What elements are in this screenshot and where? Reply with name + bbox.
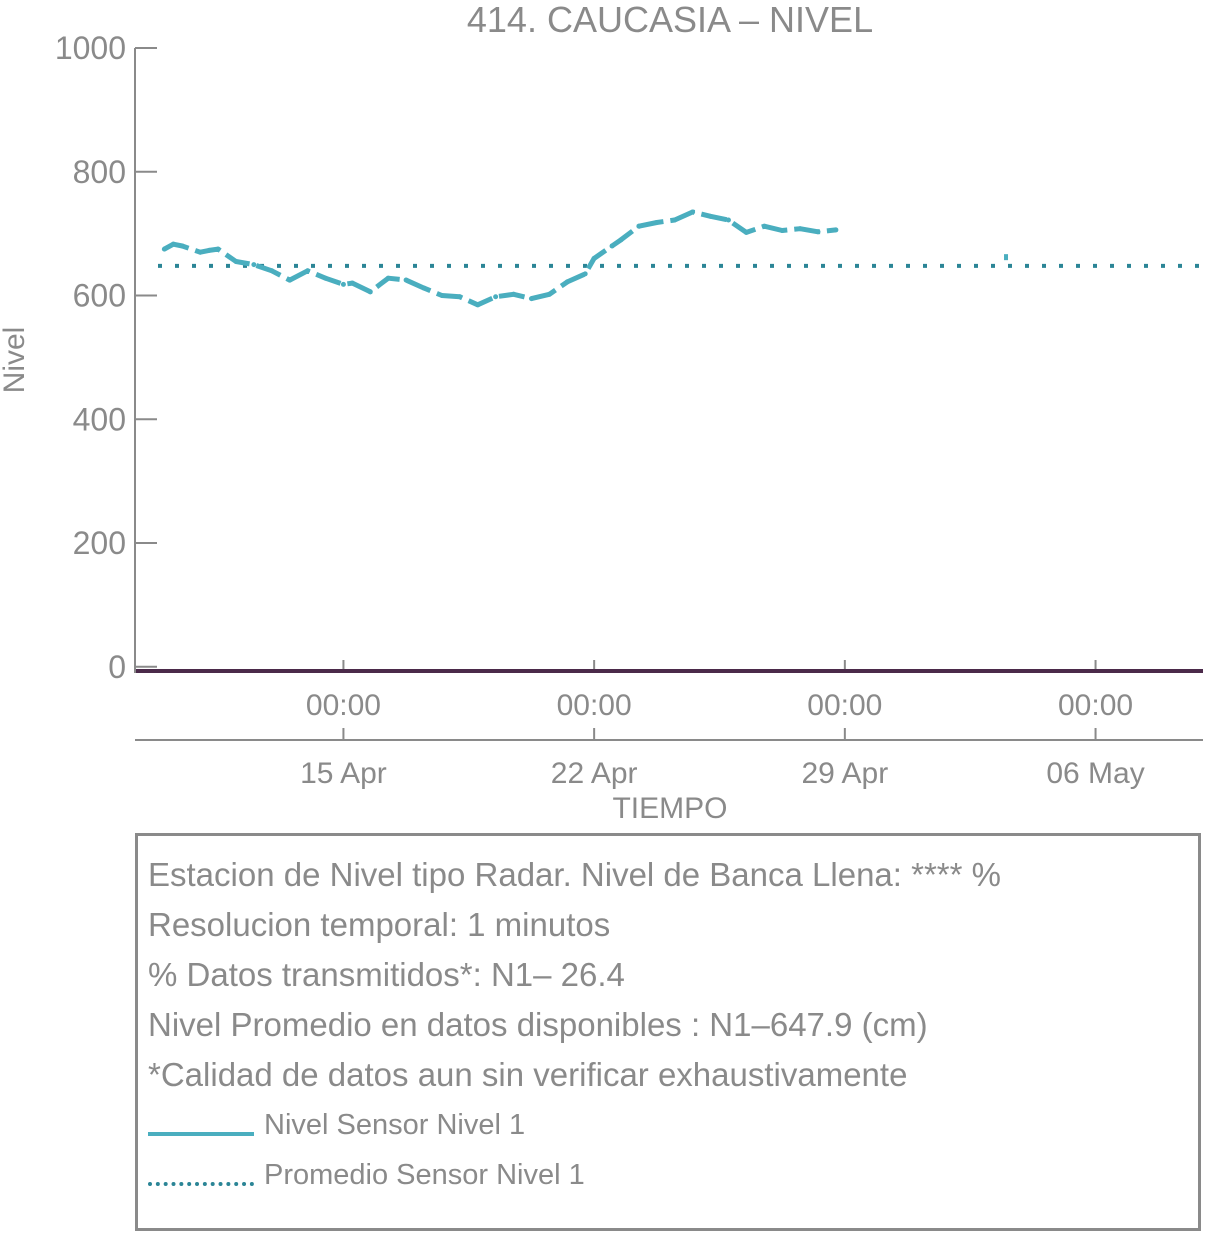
x-tick-time-label: 00:00	[807, 689, 882, 722]
level-series-point	[708, 213, 714, 219]
level-series-point	[654, 220, 660, 226]
level-series-point	[367, 289, 373, 295]
level-series-point	[349, 280, 355, 286]
level-series-point	[215, 246, 221, 252]
level-series-point	[609, 243, 615, 249]
info-legend-box: Estacion de Nivel tipo Radar. Nivel de B…	[135, 833, 1201, 1231]
level-series-point	[340, 281, 346, 287]
y-ticks: 0 200 400 600 800 1000	[55, 30, 157, 685]
level-series-point	[672, 217, 678, 223]
level-series-line	[163, 209, 837, 308]
level-series-point	[761, 223, 767, 229]
y-tick-label: 600	[73, 278, 126, 314]
level-series-point	[582, 271, 588, 277]
level-series-point	[179, 243, 185, 249]
y-axis-label: Nivel	[0, 327, 31, 394]
level-series-point	[385, 275, 391, 281]
level-series-point	[779, 228, 785, 234]
level-series-point	[457, 294, 463, 300]
x-ticks: 00:00 15 Apr 00:00 22 Apr 00:00 29 Apr 00:00 06…	[300, 660, 1145, 790]
level-series-point	[591, 255, 597, 261]
legend-label-average: Promedio Sensor Nivel 1	[264, 1159, 585, 1191]
level-series-point	[564, 279, 570, 285]
legend-swatch-level	[148, 1132, 254, 1136]
level-series-point	[287, 277, 293, 283]
legend-label-level: Nivel Sensor Nivel 1	[264, 1109, 526, 1141]
level-series-point	[1004, 254, 1009, 261]
level-series-point	[511, 291, 517, 297]
level-series-point	[206, 247, 212, 253]
level-series-point	[251, 262, 257, 268]
info-line-resolution: Resolucion temporal: 1 minutos	[148, 906, 611, 943]
x-axis-label: TIEMPO	[612, 792, 727, 825]
y-tick-label: 0	[108, 649, 126, 685]
level-series-point	[305, 268, 311, 274]
x-tick-date-label: 06 May	[1046, 757, 1144, 790]
level-series-point	[323, 275, 329, 281]
level-series-point	[403, 277, 409, 283]
level-series-point	[170, 241, 176, 247]
series-layer	[136, 209, 1203, 673]
level-series-point	[197, 249, 203, 255]
info-line-quality-note: *Calidad de datos aun sin verificar exha…	[148, 1056, 908, 1093]
level-chart: 414. CAUCASIA – NIVEL Nivel TIEMPO 0 200 4…	[0, 0, 1203, 825]
level-series-point	[797, 226, 803, 232]
chart-title: 414. CAUCASIA – NIVEL	[467, 0, 873, 40]
level-series-point	[493, 294, 499, 300]
level-series-point	[725, 217, 731, 223]
level-series-point	[833, 227, 839, 233]
y-tick-label: 1000	[55, 30, 126, 66]
level-series-point	[475, 302, 481, 308]
x-tick-date-label: 22 Apr	[551, 757, 638, 790]
x-tick-time-label: 00:00	[557, 689, 632, 722]
level-series-point	[528, 296, 534, 302]
y-tick-label: 200	[73, 525, 126, 561]
level-series-point	[690, 209, 696, 215]
level-series-point	[439, 293, 445, 299]
level-series-point	[618, 237, 624, 243]
level-series-point	[421, 285, 427, 291]
level-series-point	[233, 258, 239, 264]
info-line-station: Estacion de Nivel tipo Radar. Nivel de B…	[148, 856, 1001, 893]
x-tick-date-label: 15 Apr	[300, 757, 387, 790]
x-tick-time-label: 00:00	[1058, 689, 1133, 722]
level-series-point	[269, 268, 275, 274]
level-series-point	[161, 246, 167, 252]
info-line-transmitted: % Datos transmitidos*: N1– 26.4	[148, 956, 625, 993]
y-tick-label: 400	[73, 401, 126, 437]
level-series-point	[636, 223, 642, 229]
level-series-point	[815, 229, 821, 235]
legend-swatch-average	[148, 1182, 254, 1186]
x-tick-date-label: 29 Apr	[801, 757, 888, 790]
level-series-point	[546, 291, 552, 297]
x-tick-time-label: 00:00	[306, 689, 381, 722]
y-tick-label: 800	[73, 154, 126, 190]
level-series-point	[743, 229, 749, 235]
info-line-average: Nivel Promedio en datos disponibles : N1…	[148, 1006, 928, 1043]
